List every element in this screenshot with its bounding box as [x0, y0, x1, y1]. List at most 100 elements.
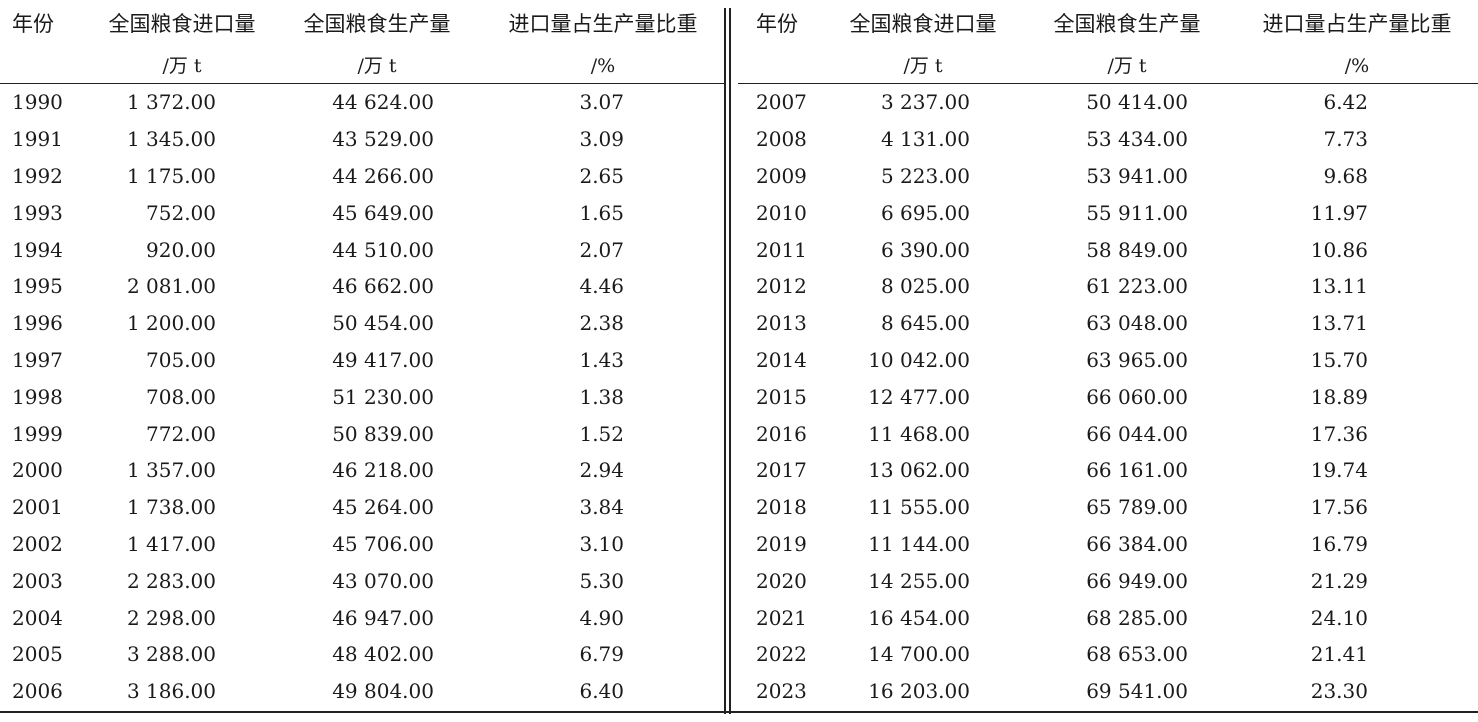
double-divider-line: [724, 8, 726, 714]
cell-year: 2020: [756, 568, 807, 593]
cell-year: 2008: [756, 127, 807, 152]
cell-production: 65 789.00: [1086, 495, 1188, 520]
double-divider-line: [729, 8, 731, 714]
cell-ratio: 3.09: [579, 127, 624, 152]
cell-production: 51 230.00: [332, 384, 434, 409]
cell-ratio: 17.36: [1310, 421, 1368, 446]
cell-import: 12 477.00: [868, 384, 970, 409]
cell-year: 2016: [756, 421, 807, 446]
cell-import: 752.00: [146, 200, 216, 225]
table-body-left: 1990 1 372.00 44 624.00 3.07 1991 1 345.00 43 …: [0, 84, 724, 710]
cell-production: 63 048.00: [1086, 311, 1188, 336]
header-production: 全国粮食生产量: [303, 12, 451, 36]
cell-ratio: 2.07: [579, 237, 624, 262]
cell-production: 58 849.00: [1086, 237, 1188, 262]
cell-ratio: 10.86: [1310, 237, 1368, 262]
cell-production: 53 941.00: [1086, 163, 1188, 188]
header-ratio-unit: /%: [1236, 48, 1478, 84]
table-row: 2012 8 025.00 61 223.00 13.11: [738, 268, 1478, 305]
cell-import: 4 131.00: [880, 127, 970, 152]
cell-import: 1 357.00: [126, 458, 216, 483]
cell-production: 66 161.00: [1086, 458, 1188, 483]
cell-year: 2021: [756, 605, 807, 630]
cell-import: 8 645.00: [880, 311, 970, 336]
cell-production: 66 384.00: [1086, 531, 1188, 556]
data-table-right: 年份 全国粮食进口量 全国粮食生产量 进口量占生产量比重 /万 t /万 t /…: [738, 0, 1478, 710]
cell-production: 45 649.00: [332, 200, 434, 225]
table-left-half: 年份 全国粮食进口量 全国粮食生产量 进口量占生产量比重 /万 t /万 t /…: [0, 0, 724, 710]
cell-year: 1992: [12, 163, 63, 188]
table-row: 1993 752.00 45 649.00 1.65: [0, 194, 724, 231]
cell-year: 1991: [12, 127, 63, 152]
cell-ratio: 2.38: [579, 311, 624, 336]
cell-production: 45 264.00: [332, 495, 434, 520]
cell-ratio: 24.10: [1310, 605, 1368, 630]
table-row: 1996 1 200.00 50 454.00 2.38: [0, 305, 724, 342]
cell-production: 45 706.00: [332, 531, 434, 556]
cell-production: 66 044.00: [1086, 421, 1188, 446]
table-row: 2020 14 255.00 66 949.00 21.29: [738, 562, 1478, 599]
cell-ratio: 3.07: [579, 90, 624, 115]
cell-year: 2023: [756, 679, 807, 704]
cell-import: 6 695.00: [880, 200, 970, 225]
cell-year: 2011: [756, 237, 807, 262]
table-row: 2000 1 357.00 46 218.00 2.94: [0, 452, 724, 489]
cell-production: 63 965.00: [1086, 347, 1188, 372]
cell-ratio: 17.56: [1310, 495, 1368, 520]
cell-production: 48 402.00: [332, 642, 434, 667]
cell-import: 920.00: [146, 237, 216, 262]
table-body-right: 2007 3 237.00 50 414.00 6.42 2008 4 131.00 53 …: [738, 84, 1478, 710]
cell-production: 43 529.00: [332, 127, 434, 152]
table-row: 2014 10 042.00 63 965.00 15.70: [738, 342, 1478, 379]
cell-import: 772.00: [146, 421, 216, 446]
header-year: 年份: [756, 12, 798, 36]
cell-year: 2018: [756, 495, 807, 520]
table-row: 1990 1 372.00 44 624.00 3.07: [0, 84, 724, 121]
header-import: 全国粮食进口量: [849, 12, 997, 36]
bottom-rule: [0, 711, 1478, 713]
cell-year: 2015: [756, 384, 807, 409]
table-header-left: 年份 全国粮食进口量 全国粮食生产量 进口量占生产量比重 /万 t /万 t /…: [0, 0, 724, 84]
cell-import: 16 454.00: [868, 605, 970, 630]
cell-year: 2017: [756, 458, 807, 483]
cell-production: 49 804.00: [332, 679, 434, 704]
table-row: 2011 6 390.00 58 849.00 10.86: [738, 231, 1478, 268]
table-row: 1991 1 345.00 43 529.00 3.09: [0, 121, 724, 158]
cell-ratio: 2.94: [579, 458, 624, 483]
cell-production: 50 454.00: [332, 311, 434, 336]
cell-year: 1996: [12, 311, 63, 336]
table-row: 1995 2 081.00 46 662.00 4.46: [0, 268, 724, 305]
table-row: 1997 705.00 49 417.00 1.43: [0, 342, 724, 379]
cell-ratio: 1.38: [579, 384, 624, 409]
cell-ratio: 4.90: [579, 605, 624, 630]
table-row: 2002 1 417.00 45 706.00 3.10: [0, 526, 724, 563]
header-production: 全国粮食生产量: [1053, 12, 1201, 36]
cell-production: 46 218.00: [332, 458, 434, 483]
cell-ratio: 13.11: [1310, 274, 1368, 299]
cell-production: 55 911.00: [1086, 200, 1188, 225]
table-row: 1999 772.00 50 839.00 1.52: [0, 415, 724, 452]
table-row: 2013 8 645.00 63 048.00 13.71: [738, 305, 1478, 342]
cell-production: 46 947.00: [332, 605, 434, 630]
table-right-half: 年份 全国粮食进口量 全国粮食生产量 进口量占生产量比重 /万 t /万 t /…: [738, 0, 1478, 710]
table-row: 2023 16 203.00 69 541.00 23.30: [738, 673, 1478, 710]
header-import: 全国粮食进口量: [108, 12, 256, 36]
cell-import: 3 186.00: [126, 679, 216, 704]
header-production-unit: /万 t: [272, 48, 482, 84]
table-row: 2006 3 186.00 49 804.00 6.40: [0, 673, 724, 710]
cell-ratio: 7.73: [1323, 127, 1368, 152]
table-row: 2008 4 131.00 53 434.00 7.73: [738, 121, 1478, 158]
cell-import: 11 468.00: [868, 421, 970, 446]
cell-year: 2019: [756, 531, 807, 556]
cell-ratio: 13.71: [1310, 311, 1368, 336]
header-year-unit: [0, 48, 92, 84]
cell-import: 14 255.00: [868, 568, 970, 593]
table-row: 1998 708.00 51 230.00 1.38: [0, 378, 724, 415]
cell-import: 2 283.00: [126, 568, 216, 593]
cell-ratio: 1.43: [579, 347, 624, 372]
cell-ratio: 1.65: [579, 200, 624, 225]
cell-import: 11 555.00: [868, 495, 970, 520]
cell-ratio: 2.65: [579, 163, 624, 188]
cell-ratio: 6.42: [1323, 90, 1368, 115]
